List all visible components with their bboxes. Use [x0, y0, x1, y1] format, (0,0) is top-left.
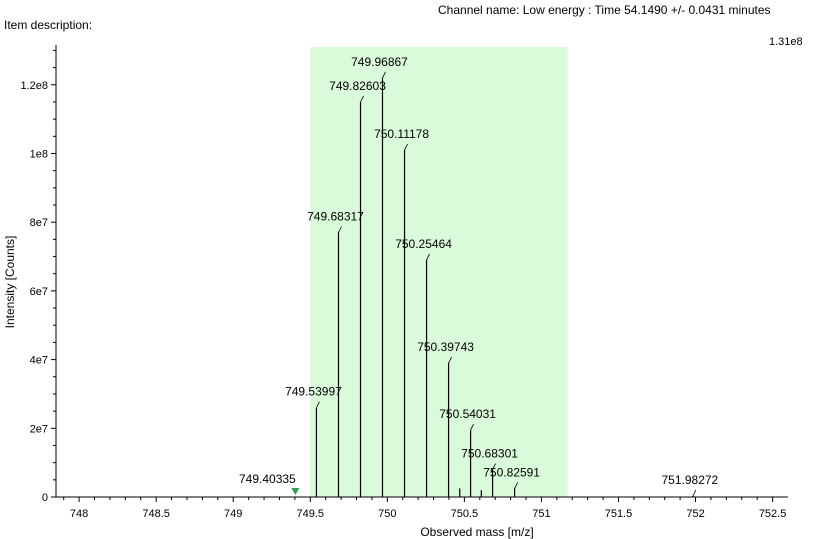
peak-label: 750.25464 [395, 237, 452, 251]
peak-leader-line [404, 143, 408, 151]
x-axis-title: Observed mass [m/z] [420, 525, 533, 539]
peak-label: 750.11178 [374, 127, 429, 141]
peak-leader-line [470, 423, 474, 431]
highlight-region [310, 47, 568, 497]
precursor-marker-icon[interactable] [291, 488, 300, 495]
peak-label: 751.98272 [662, 473, 719, 487]
peak-label: 749.68317 [307, 209, 364, 223]
peak-leader-line [514, 482, 518, 489]
peak-label: 749.53997 [285, 385, 342, 399]
peak-label: 750.39743 [417, 340, 474, 354]
y-tick-label: 2e7 [30, 423, 48, 435]
peak-leader-line [448, 356, 452, 364]
peak-leader-line [360, 95, 364, 103]
item-description-label: Item description: [4, 18, 93, 32]
marker-label: 749.40335 [239, 472, 296, 486]
x-tick-label: 752 [686, 508, 704, 520]
y-tick-label: 0 [42, 492, 48, 504]
peak-label: 750.68301 [461, 447, 518, 461]
x-tick-label: 752.5 [759, 508, 787, 520]
peak-label: 750.54031 [439, 407, 496, 421]
y-tick-label: 1.2e8 [20, 80, 48, 92]
peak-leader-line [316, 401, 320, 408]
x-tick-label: 750.5 [451, 508, 479, 520]
channel-name-label: Channel name: Low energy : Time 54.1490 … [438, 3, 771, 17]
peak-leader-line [692, 489, 697, 497]
y-tick-label: 6e7 [30, 286, 48, 298]
peak-leader-line [338, 226, 342, 233]
x-tick-label: 751.5 [605, 508, 633, 520]
x-tick-label: 748 [70, 508, 88, 520]
y-axis-title: Intensity [Counts] [3, 236, 17, 329]
y-tick-label: 1e8 [30, 148, 48, 160]
peak-label: 750.82591 [483, 465, 540, 479]
x-tick-label: 748.5 [142, 508, 170, 520]
peak-label: 749.82603 [329, 79, 386, 93]
x-tick-label: 749.5 [297, 508, 325, 520]
peak-leader-line [426, 253, 430, 261]
scale-max-label: 1.31e8 [769, 36, 803, 48]
x-tick-label: 751 [532, 508, 550, 520]
x-tick-label: 750 [378, 508, 396, 520]
y-tick-label: 8e7 [30, 217, 48, 229]
peak-label: 749.96867 [351, 55, 408, 69]
peak-leader-line [382, 71, 386, 79]
peak-leader-line [492, 463, 496, 470]
y-tick-label: 4e7 [30, 355, 48, 367]
x-tick-label: 749 [224, 508, 242, 520]
